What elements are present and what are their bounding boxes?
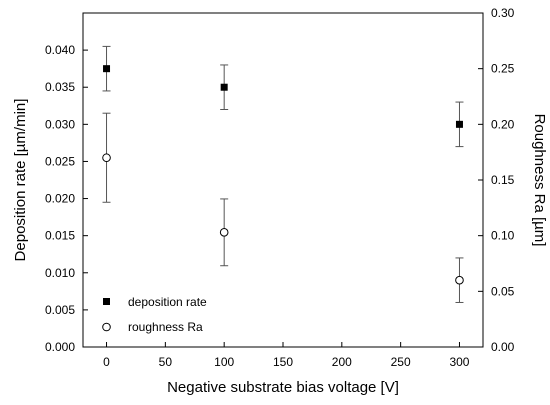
- x-tick-label: 100: [214, 355, 234, 369]
- x-tick-label: 150: [273, 355, 293, 369]
- x-tick-label: 0: [103, 355, 110, 369]
- y2-tick-label: 0.05: [491, 284, 515, 298]
- y-tick-label: 0.005: [45, 303, 75, 317]
- y-tick-label: 0.010: [45, 266, 75, 280]
- legend: deposition rate roughness Ra: [102, 295, 207, 334]
- y2-tick-label: 0.00: [491, 340, 515, 354]
- y-tick-label: 0.025: [45, 154, 75, 168]
- y2-tick-label: 0.15: [491, 173, 515, 187]
- point-deposition-rate: [220, 83, 228, 91]
- point-roughness-ra: [219, 228, 229, 237]
- point-deposition-rate: [455, 120, 463, 128]
- x-tick-label: 200: [332, 355, 352, 369]
- y-tick-label: 0.030: [45, 117, 75, 131]
- y2-tick-label: 0.25: [491, 62, 515, 76]
- point-deposition-rate: [103, 65, 111, 73]
- y2-tick-label: 0.10: [491, 229, 515, 243]
- y2-tick-label: 0.30: [491, 6, 515, 20]
- y-tick-label: 0.015: [45, 229, 75, 243]
- legend-marker-roughness-ra: [102, 322, 111, 332]
- y-tick-label: 0.040: [45, 43, 75, 57]
- marks: [102, 45, 464, 303]
- ticks: 0 50 100 150 200 250 300 0.000 0.005 0.010 0.015 0.…: [45, 6, 515, 369]
- x-tick-label: 50: [159, 355, 173, 369]
- legend-label-deposition-rate: deposition rate: [128, 295, 207, 309]
- legend-marker-deposition-rate: [103, 298, 110, 305]
- legend-label-roughness-ra: roughness Ra: [128, 320, 203, 334]
- y2-axis-title: Roughness Ra [µm]: [531, 114, 548, 247]
- x-tick-label: 300: [449, 355, 469, 369]
- point-roughness-ra: [102, 153, 111, 163]
- y-tick-label: 0.020: [45, 192, 75, 206]
- x-axis-title: Negative substrate bias voltage [V]: [167, 379, 399, 396]
- y-tick-label: 0.000: [45, 340, 75, 354]
- x-tick-label: 250: [391, 355, 411, 369]
- y-axis-title: Deposition rate [µm/min]: [12, 99, 29, 262]
- y-tick-label: 0.035: [45, 80, 75, 94]
- y2-tick-label: 0.20: [491, 117, 515, 131]
- point-roughness-ra: [455, 275, 464, 285]
